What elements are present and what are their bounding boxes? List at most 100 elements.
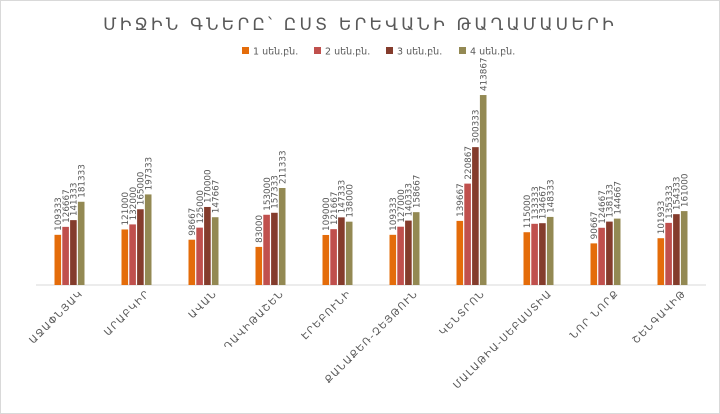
- bar-6-series-1: [389, 234, 397, 285]
- data-label-4-series-4: 211333: [278, 150, 288, 184]
- legend: 1 սեն.բն. 2 սեն.բն. 3 սեն.բն. 4 սեն.բն.: [242, 47, 515, 58]
- bar-6-series-4: [412, 212, 420, 285]
- bar-3-series-3: [204, 206, 211, 285]
- bar-1-series-3: [70, 220, 77, 285]
- bar-1-series-1: [54, 234, 62, 285]
- bar-2-series-4: [144, 194, 152, 285]
- legend-swatch-3: [386, 47, 393, 54]
- legend-label-3: 3 սեն.բն.: [397, 47, 442, 58]
- x-tick-label-1: ԱՋԱՓՆՅԱԿ: [28, 288, 86, 346]
- data-label-1-series-1: 109333: [54, 197, 64, 231]
- bars: [54, 95, 688, 286]
- legend-label-4: 4 սեն.բն.: [470, 47, 515, 58]
- legend-swatch-1: [242, 47, 249, 54]
- bar-7-series-3: [472, 147, 479, 285]
- legend-label-2: 2 սեն.բն.: [325, 47, 370, 58]
- data-label-5-series-4: 138000: [345, 184, 355, 218]
- data-label-8-series-1: 115000: [523, 194, 533, 228]
- bar-8-series-4: [546, 216, 554, 285]
- bar-4-series-2: [263, 214, 270, 285]
- bar-10-series-4: [680, 211, 688, 285]
- data-label-6-series-4: 158667: [412, 175, 422, 209]
- data-label-1-series-4: 181333: [77, 164, 87, 198]
- bar-4-series-3: [271, 212, 278, 285]
- x-tick-label-9: ՆՈՐ ՆՈՐՔ: [568, 288, 621, 341]
- x-tick-label-3: ԱՎԱՆ: [187, 288, 220, 321]
- bar-10-series-1: [657, 238, 665, 285]
- data-label-2-series-4: 197333: [144, 157, 154, 191]
- data-label-3-series-3: 170000: [204, 169, 214, 203]
- bar-3-series-2: [196, 227, 203, 286]
- bar-7-series-4: [479, 95, 487, 285]
- x-tick-label-7: ԿԵՆՏՐՈՆ: [438, 288, 488, 338]
- x-tick-label-2: ԱՐԱԲԿԻՐ: [103, 288, 153, 338]
- x-tick-labels: ԱՋԱՓՆՅԱԿ ԱՐԱԲԿԻՐ ԱՎԱՆ ԴԱՎԻԹԱՇԵՆ ԷՐԵԲՈՒՆԻՔԱՆԱ…: [28, 288, 689, 391]
- data-label-4-series-3: 157333: [271, 175, 281, 209]
- bar-5-series-2: [330, 229, 337, 285]
- bar-6-series-3: [405, 220, 412, 285]
- data-label-7-series-1: 139667: [456, 183, 466, 217]
- data-label-5-series-2: 121667: [330, 192, 340, 226]
- bar-5-series-3: [338, 217, 345, 285]
- bar-7-series-1: [456, 220, 464, 285]
- bar-8-series-3: [539, 223, 546, 285]
- data-label-3-series-1: 98667: [188, 208, 198, 236]
- data-label-2-series-2: 132000: [129, 186, 139, 220]
- bar-4-series-1: [255, 246, 263, 285]
- data-label-9-series-1: 90667: [590, 211, 600, 239]
- data-label-8-series-3: 134667: [539, 186, 549, 220]
- bar-8-series-2: [531, 223, 538, 285]
- bar-2-series-1: [121, 229, 129, 285]
- bar-1-series-4: [77, 201, 85, 285]
- data-label-7-series-3: 300333: [472, 110, 482, 144]
- data-label-6-series-3: 140333: [405, 183, 415, 217]
- bar-7-series-2: [464, 183, 471, 285]
- x-tick-label-4: ԴԱՎԻԹԱՇԵՆ: [222, 288, 286, 352]
- legend-swatch-4: [459, 47, 466, 54]
- bar-2-series-3: [137, 209, 144, 285]
- data-label-9-series-2: 124667: [598, 190, 608, 224]
- data-label-6-series-2: 127000: [397, 189, 407, 223]
- data-label-9-series-4: 144667: [613, 181, 623, 215]
- data-label-3-series-4: 147667: [211, 180, 221, 214]
- data-label-10-series-4: 161000: [680, 173, 690, 207]
- data-label-3-series-2: 125000: [196, 190, 206, 224]
- x-tick-label-5: ԷՐԵԲՈՒՆԻ: [300, 288, 354, 342]
- bar-5-series-1: [322, 234, 330, 285]
- data-label-4-series-1: 83000: [255, 215, 265, 243]
- bar-2-series-2: [129, 224, 136, 285]
- bar-9-series-4: [613, 218, 621, 285]
- bar-9-series-2: [598, 227, 605, 285]
- bar-10-series-2: [665, 222, 672, 285]
- data-label-2-series-3: 165000: [137, 171, 147, 205]
- data-label-9-series-3: 138133: [606, 184, 616, 218]
- legend-swatch-2: [314, 47, 321, 54]
- x-tick-label-10: ՇԵՆԳԱՎԻԹ: [631, 288, 689, 346]
- data-label-7-series-4: 413867: [479, 57, 489, 91]
- data-label-1-series-2: 126667: [62, 189, 72, 223]
- chart-title: ՄԻՋԻՆ ԳՆԵՐԸ՝ ԸՍՏ ԵՐԵՎԱՆԻ ԹԱՂԱՄԱՍԵՐԻ: [103, 15, 617, 35]
- bar-6-series-2: [397, 226, 404, 285]
- data-label-8-series-2: 133333: [531, 186, 541, 220]
- bar-3-series-1: [188, 239, 196, 285]
- data-label-2-series-1: 121000: [121, 191, 131, 225]
- data-label-5-series-1: 109000: [322, 197, 332, 231]
- data-label-5-series-3: 147333: [338, 180, 348, 214]
- data-label-7-series-2: 220867: [464, 146, 474, 180]
- data-label-8-series-4: 148333: [546, 179, 556, 213]
- data-label-10-series-1: 101933: [657, 201, 667, 235]
- bar-10-series-3: [673, 214, 680, 285]
- data-label-10-series-2: 135333: [665, 185, 675, 219]
- bar-5-series-4: [345, 221, 353, 285]
- bar-9-series-1: [590, 243, 598, 285]
- bar-8-series-1: [523, 232, 531, 285]
- legend-label-1: 1 սեն.բն.: [253, 47, 298, 58]
- data-label-4-series-2: 153000: [263, 177, 273, 211]
- bar-1-series-2: [62, 226, 69, 285]
- data-label-10-series-3: 154333: [673, 177, 683, 211]
- data-label-1-series-3: 141333: [70, 183, 80, 217]
- bar-4-series-4: [278, 188, 286, 285]
